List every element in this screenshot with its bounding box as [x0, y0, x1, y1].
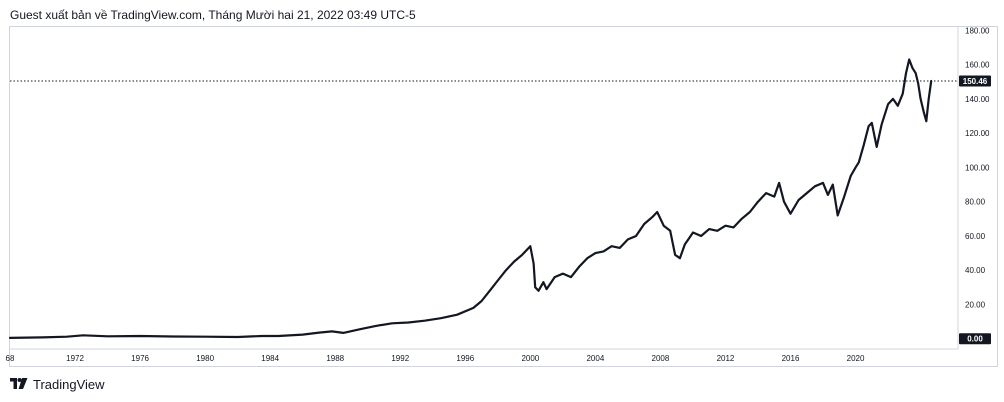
time-axis-tick-label: 1984	[261, 354, 279, 363]
time-axis-tick-label: 1996	[456, 354, 474, 363]
brand-name: TradingView	[33, 376, 105, 392]
price-axis-tick-label: 180.00	[965, 26, 990, 35]
price-axis-tick-label: 140.00	[965, 95, 990, 104]
price-axis-tick-label: 100.00	[965, 163, 990, 172]
zero-price-value: 0.00	[967, 335, 983, 344]
tradingview-logo-icon	[10, 378, 28, 389]
time-axis-tick-label: 68	[6, 354, 15, 363]
price-series-line[interactable]	[8, 58, 933, 339]
price-axis-tick-label: 40.00	[965, 266, 986, 275]
time-axis-tick-label: 2012	[717, 354, 735, 363]
time-axis-tick-label: 1988	[326, 354, 344, 363]
time-axis-tick-label: 2008	[652, 354, 670, 363]
time-axis-tick-label: 2004	[586, 354, 604, 363]
brand-footer[interactable]: TradingView	[10, 376, 105, 392]
price-axis-tick-label: 160.00	[965, 61, 990, 70]
chart-frame	[9, 26, 998, 367]
time-axis-tick-label: 1976	[131, 354, 149, 363]
price-axis-tick-label: 60.00	[965, 232, 986, 241]
price-axis: 180.00 160.00 140.00 120.00 100.00 80.00 60.00…	[965, 26, 990, 309]
time-axis-tick-label: 2020	[847, 354, 865, 363]
publication-header: Guest xuất bản về TradingView.com, Tháng…	[10, 8, 416, 22]
time-axis: 68 1972 1976 1980 1984 1988 1992 1996 2000 2004 20…	[6, 354, 865, 363]
time-axis-tick-label: 1980	[196, 354, 214, 363]
price-axis-tick-label: 80.00	[965, 198, 986, 207]
zero-price-label: 0.00	[959, 333, 991, 345]
time-axis-tick-label: 2000	[521, 354, 539, 363]
last-price-value: 150.46	[963, 77, 988, 86]
price-axis-tick-label: 120.00	[965, 129, 990, 138]
last-price-label: 150.46	[959, 75, 991, 87]
time-axis-tick-label: 1992	[391, 354, 409, 363]
price-axis-tick-label: 20.00	[965, 300, 986, 309]
time-axis-tick-label: 2016	[782, 354, 800, 363]
time-axis-tick-label: 1972	[66, 354, 84, 363]
